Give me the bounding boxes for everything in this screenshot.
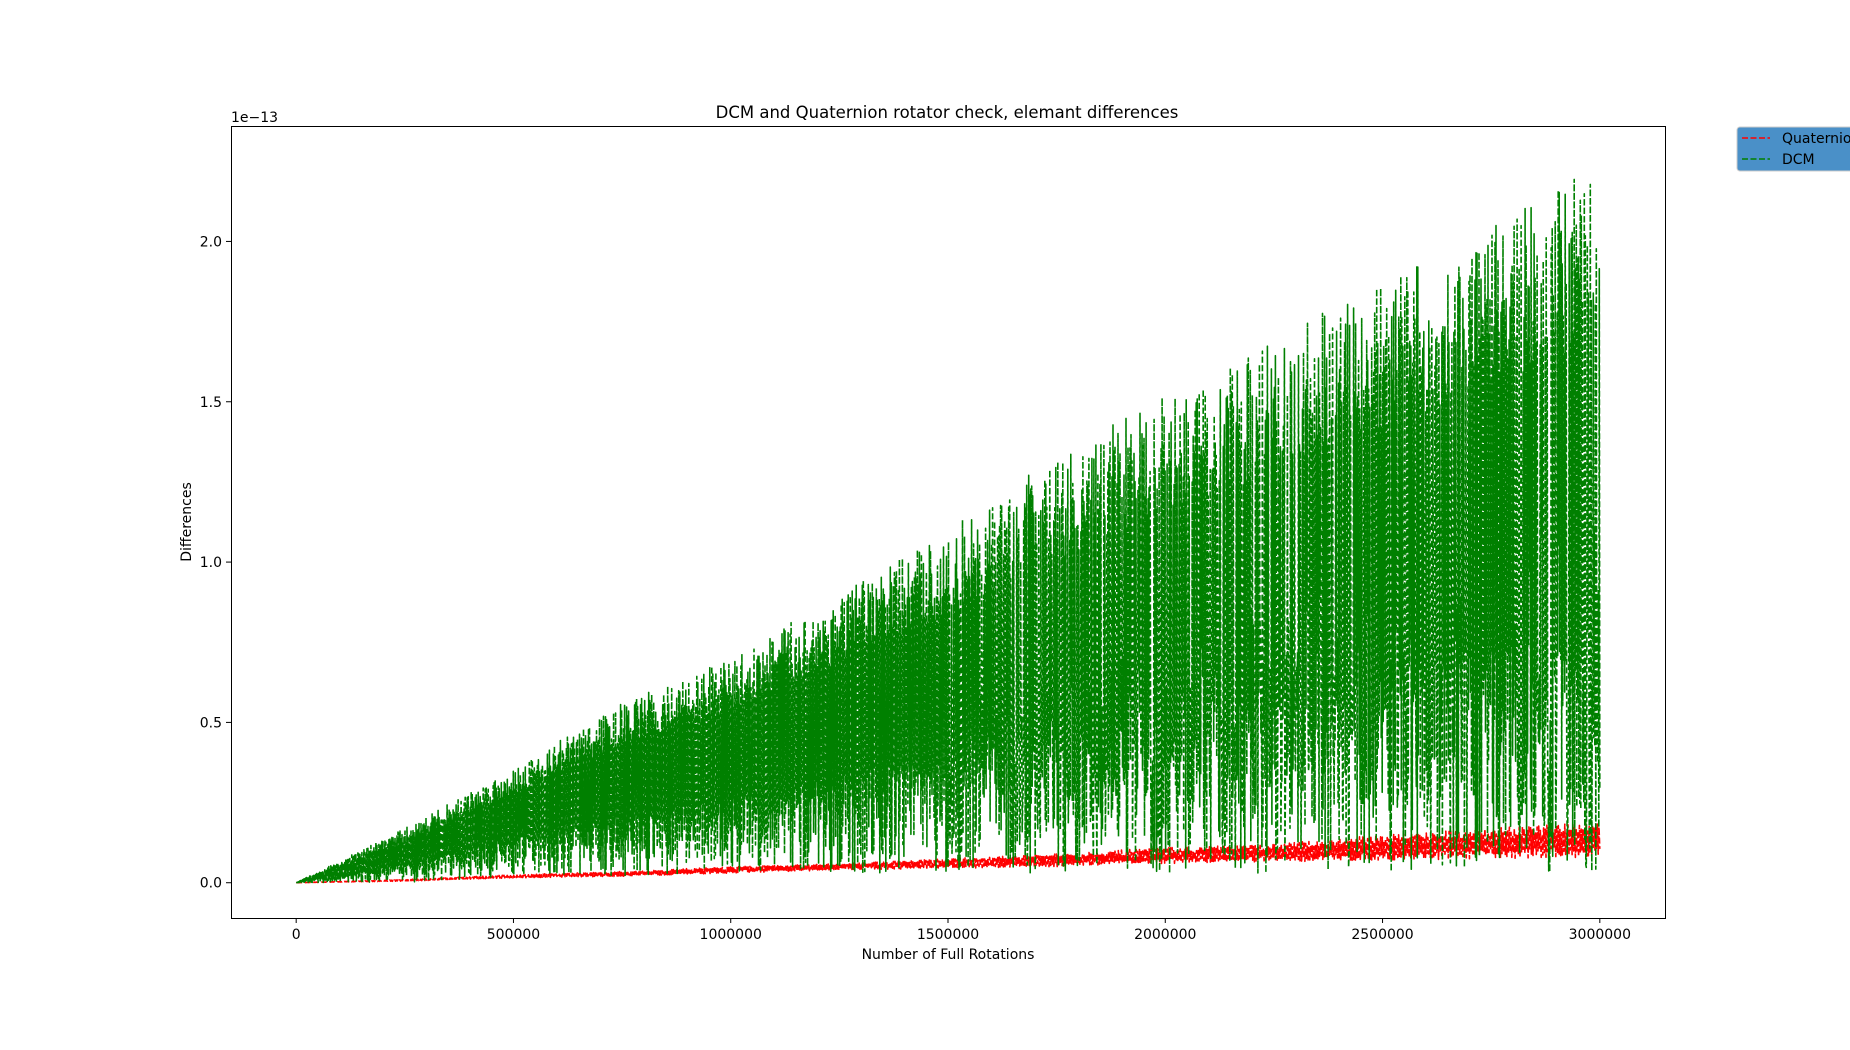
series-line-dcm: [295, 178, 1601, 884]
y-tick-label: 2.0: [200, 234, 222, 250]
x-tick-label: 0: [292, 927, 301, 943]
y-tick-label: 0.0: [200, 876, 222, 892]
y-tick-label: 1.0: [200, 555, 222, 571]
y-axis: 0.0 0.5 1.0 1.5 2.0: [200, 234, 231, 892]
legend: Quaternion DCM: [1736, 126, 1850, 172]
y-tick-label: 1.5: [200, 395, 222, 411]
x-tick-label: 1000000: [700, 927, 762, 943]
x-tick-label: 500000: [487, 927, 540, 943]
series-line-quaternion: [296, 823, 1601, 884]
x-tick-label: 1500000: [917, 927, 979, 943]
y-tick-label: 0.5: [200, 715, 222, 731]
legend-box: [1736, 126, 1850, 172]
legend-label-quaternion: Quaternion: [1782, 131, 1850, 147]
x-tick-label: 2500000: [1351, 927, 1413, 943]
plot-area: [231, 126, 1666, 919]
y-offset-label: 1e−13: [231, 110, 278, 126]
x-tick-label: 2000000: [1134, 927, 1196, 943]
y-axis-label: Differences: [179, 482, 195, 561]
x-tick-label: 3000000: [1569, 927, 1631, 943]
x-axis-label: Number of Full Rotations: [862, 947, 1035, 963]
x-axis: 0 500000 1000000 1500000 2000000 2500000 30000…: [292, 918, 1631, 943]
series-group: [295, 178, 1601, 884]
chart-title: DCM and Quaternion rotator check, eleman…: [716, 103, 1179, 122]
legend-label-dcm: DCM: [1782, 152, 1815, 168]
